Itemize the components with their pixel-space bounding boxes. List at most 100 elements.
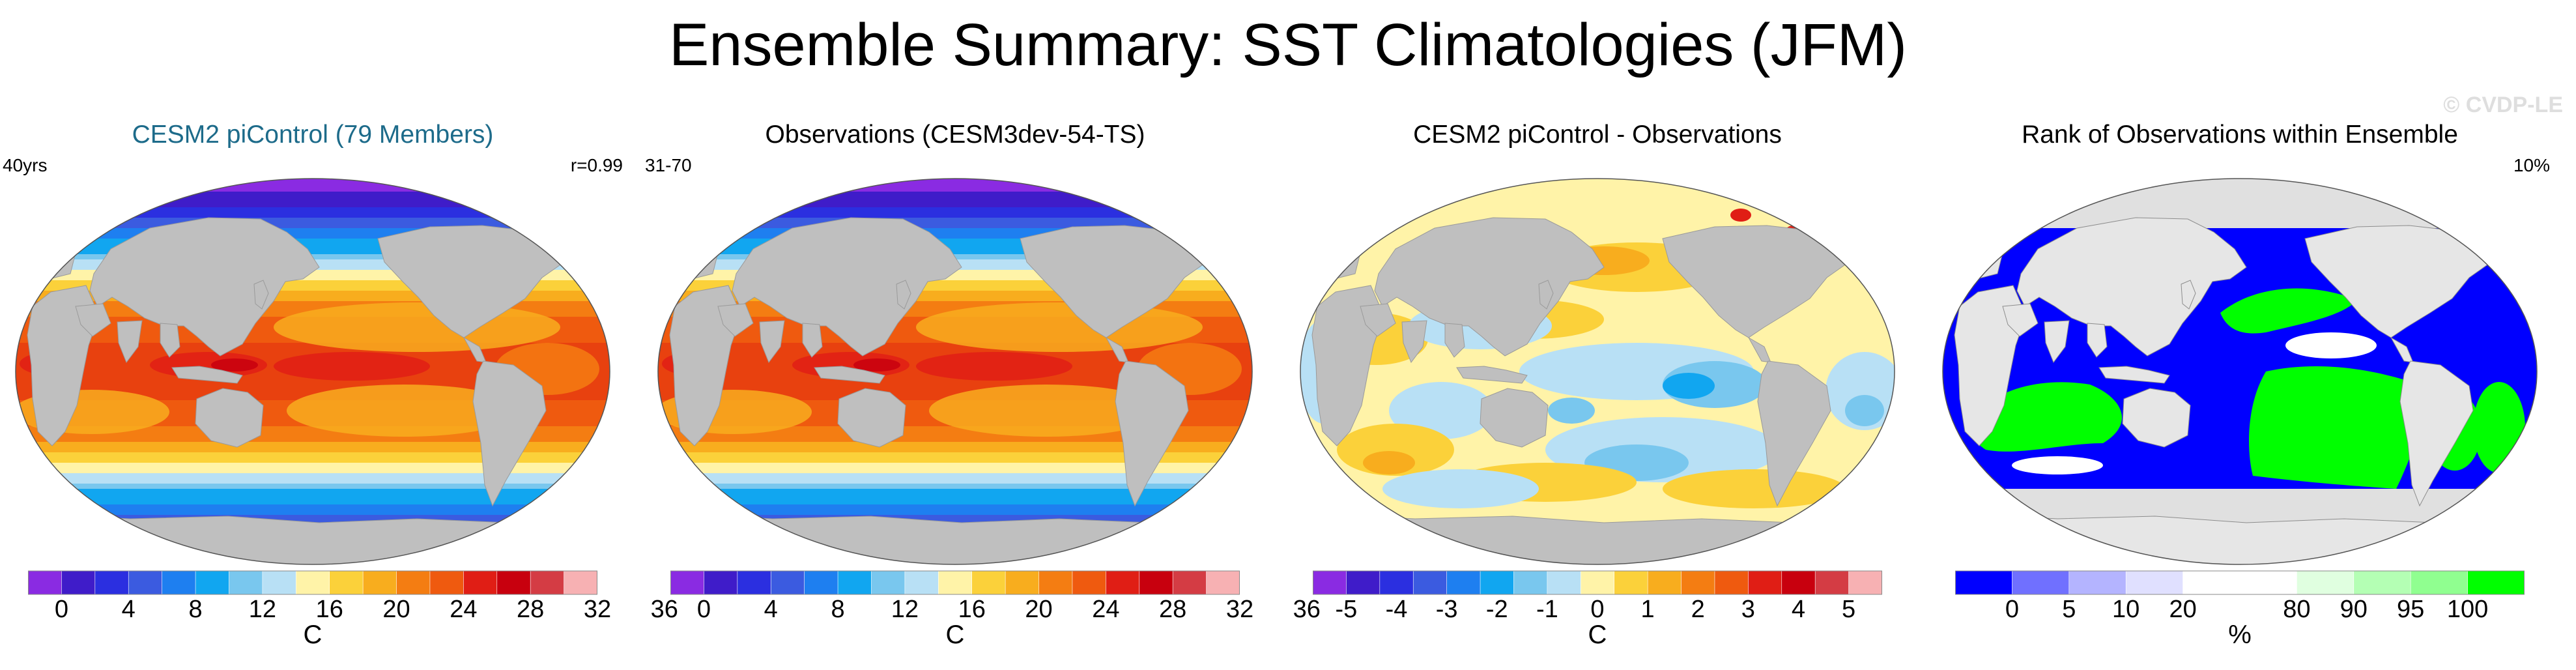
panel-difference: CESM2 piControl - Observations -5 -4 -3 -2 -… bbox=[1285, 111, 1910, 665]
colorbar-swatch bbox=[804, 570, 838, 595]
sst-band bbox=[658, 515, 1252, 521]
sst-band bbox=[658, 458, 1252, 463]
difference-hotspot bbox=[1730, 209, 1751, 222]
colorbar-tick-label: 36 bbox=[1293, 596, 1321, 623]
colorbar-swatch bbox=[2239, 570, 2298, 595]
colorbar-swatch bbox=[937, 570, 973, 595]
sst-band bbox=[16, 223, 610, 229]
colorbar-swatch bbox=[1547, 570, 1581, 595]
sst-band bbox=[658, 212, 1252, 218]
difference-patch bbox=[1389, 382, 1493, 439]
land-indochina bbox=[802, 323, 823, 358]
land-arabia bbox=[75, 303, 111, 337]
land-india bbox=[117, 320, 143, 364]
sst-band bbox=[16, 468, 610, 474]
rank-region bbox=[1970, 382, 2122, 452]
land-south-america bbox=[1115, 360, 1189, 507]
land-greenland bbox=[1184, 208, 1228, 239]
colorbar-swatch bbox=[262, 570, 296, 595]
panel-title: CESM2 piControl (79 Members) bbox=[132, 121, 494, 149]
sst-band bbox=[658, 270, 1252, 276]
colorbar-swatch bbox=[1614, 570, 1648, 595]
land-arabia bbox=[1360, 303, 1396, 337]
colorbar-tick-label: 0 bbox=[54, 596, 68, 623]
colorbar-tick-label: 5 bbox=[1842, 596, 1856, 623]
colorbar-tick-label: 10 bbox=[2112, 596, 2140, 623]
colorbar-tick-label: 20 bbox=[2169, 596, 2197, 623]
map-border bbox=[657, 178, 1253, 565]
rank-map bbox=[1942, 178, 2538, 565]
colorbar-tick-label: -1 bbox=[1536, 596, 1558, 623]
sst-band bbox=[16, 478, 610, 484]
colorbar-tick-label: 32 bbox=[1225, 596, 1254, 623]
sst-anomaly-patch bbox=[853, 358, 900, 371]
land-japan bbox=[253, 280, 269, 310]
colorbar-tick-label: 1 bbox=[1640, 596, 1655, 623]
colorbar-swatch bbox=[1139, 570, 1173, 595]
land-australia bbox=[837, 388, 906, 448]
land-greenland bbox=[1826, 208, 1870, 239]
sst-band bbox=[16, 515, 610, 521]
sst-band bbox=[658, 296, 1252, 302]
sst-anomaly-patch bbox=[274, 302, 560, 352]
sst-band bbox=[16, 212, 610, 218]
sst-band bbox=[658, 275, 1252, 281]
panel-ensemble-mean: CESM2 piControl (79 Members) 40yrs r=0.9… bbox=[0, 111, 678, 665]
sst-band bbox=[658, 197, 1252, 203]
land-south-america bbox=[2399, 360, 2474, 507]
colorbar-tick-label: 16 bbox=[958, 596, 986, 623]
colorbar-swatch bbox=[1072, 570, 1107, 595]
land-australia bbox=[2122, 388, 2191, 448]
colorbar-swatch bbox=[1513, 570, 1548, 595]
colorbar-tick-label: 80 bbox=[2283, 596, 2311, 623]
colorbar-swatch bbox=[564, 570, 597, 595]
colorbar-swatch bbox=[2297, 570, 2354, 595]
sst-band bbox=[658, 249, 1252, 255]
land-india bbox=[1401, 320, 1427, 364]
sst-band bbox=[658, 285, 1252, 291]
colorbar-swatch bbox=[1647, 570, 1682, 595]
colorbar-swatch bbox=[2125, 570, 2184, 595]
colorbar-swatch bbox=[1005, 570, 1040, 595]
colorbar-swatch bbox=[1681, 570, 1715, 595]
colorbar-tick-label: 2 bbox=[1691, 596, 1705, 623]
sst-band bbox=[658, 306, 1252, 312]
sst-band bbox=[16, 463, 610, 469]
sst-band bbox=[658, 431, 1252, 437]
colorbar-swatch bbox=[1106, 570, 1140, 595]
colorbar-frame bbox=[1955, 570, 2525, 595]
sst-band bbox=[16, 285, 610, 291]
sst-band bbox=[16, 179, 610, 182]
land-antarctica bbox=[1300, 514, 1895, 564]
land-asia bbox=[89, 217, 320, 357]
land-indonesia bbox=[1456, 366, 1528, 384]
sst-band bbox=[16, 458, 610, 463]
land-arabia bbox=[717, 303, 754, 337]
sst-band bbox=[658, 478, 1252, 484]
rank-summary-label: 10% bbox=[2513, 155, 2550, 175]
colorbar-swatch bbox=[1748, 570, 1782, 595]
land-antarctica bbox=[16, 514, 610, 564]
colorbar-swatch bbox=[1714, 570, 1749, 595]
colorbar-swatch bbox=[2068, 570, 2126, 595]
colorbar-swatch bbox=[1480, 570, 1515, 595]
colorbar-swatch bbox=[61, 570, 96, 595]
sst-band bbox=[658, 489, 1252, 495]
colorbar-tick-label: -4 bbox=[1385, 596, 1408, 623]
land-japan bbox=[1538, 280, 1554, 310]
sst-anomaly-patch bbox=[211, 358, 258, 371]
rank-region bbox=[2285, 332, 2377, 358]
colorbar-tick-label: 12 bbox=[891, 596, 919, 623]
sst-band bbox=[16, 306, 610, 312]
colorbar-tick-label: 5 bbox=[2062, 596, 2076, 623]
sst-band bbox=[658, 186, 1252, 192]
colorbar-swatch bbox=[94, 570, 129, 595]
sst-band bbox=[16, 499, 610, 505]
colorbar-frame bbox=[670, 570, 1240, 595]
land-greenland bbox=[2469, 208, 2513, 239]
colorbar-tick-label: 12 bbox=[248, 596, 277, 623]
sst-band bbox=[16, 233, 610, 239]
sst-band bbox=[658, 343, 1252, 349]
land-south-america bbox=[1757, 360, 1831, 507]
sst-band bbox=[658, 499, 1252, 505]
